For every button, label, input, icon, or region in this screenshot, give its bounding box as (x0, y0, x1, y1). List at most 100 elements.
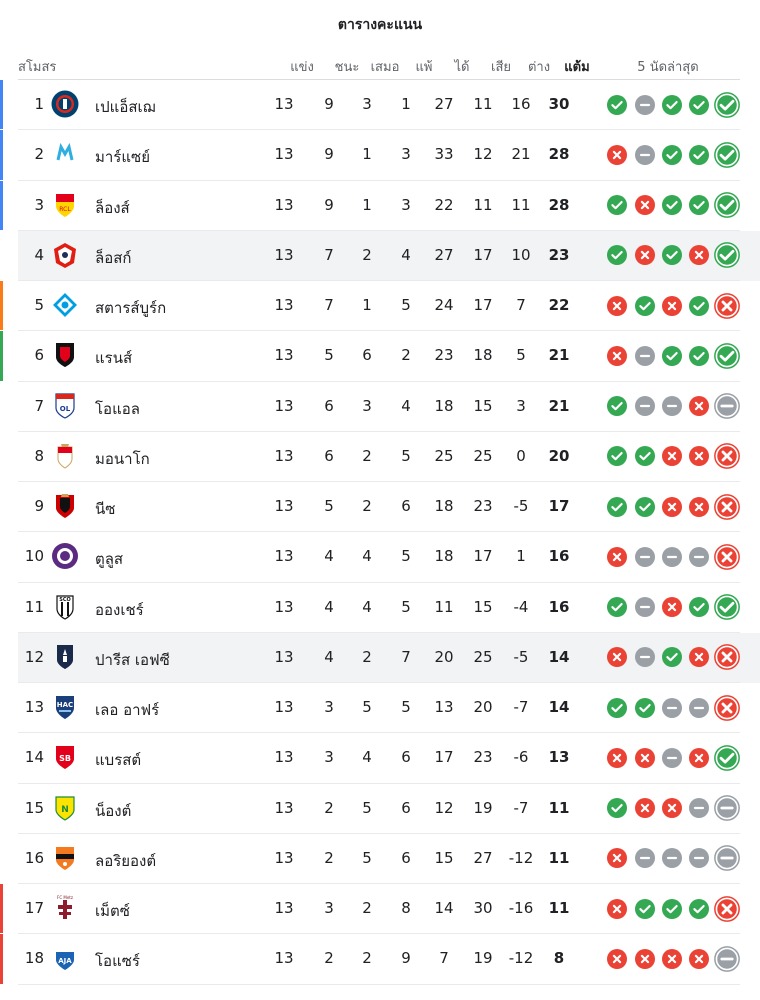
draw-dash-icon[interactable] (635, 597, 655, 618)
win-check-icon[interactable] (607, 396, 627, 417)
team-name[interactable]: ลอริยองต์ (95, 851, 157, 870)
team-name[interactable]: ล็อสก์ (95, 248, 132, 267)
draw-dash-icon[interactable] (714, 845, 740, 872)
win-check-icon[interactable] (662, 345, 682, 366)
loss-x-icon[interactable] (714, 292, 740, 319)
loss-x-icon[interactable] (607, 546, 627, 567)
win-check-icon[interactable] (662, 245, 682, 266)
loss-x-icon[interactable] (714, 543, 740, 570)
draw-dash-icon[interactable] (662, 396, 682, 417)
table-row[interactable]: 4 ล็อสก์ 13 7 2 4 27 17 10 23 (0, 230, 760, 281)
team-name[interactable]: มาร์แซย์ (95, 148, 151, 167)
loss-x-icon[interactable] (689, 396, 709, 417)
loss-x-icon[interactable] (635, 798, 655, 819)
loss-x-icon[interactable] (607, 948, 627, 969)
win-check-icon[interactable] (662, 195, 682, 216)
loss-x-icon[interactable] (635, 195, 655, 216)
win-check-icon[interactable] (714, 594, 740, 621)
win-check-icon[interactable] (714, 91, 740, 118)
team-name[interactable]: น็องต์ (95, 801, 132, 820)
win-check-icon[interactable] (714, 192, 740, 219)
draw-dash-icon[interactable] (714, 945, 740, 972)
loss-x-icon[interactable] (607, 898, 627, 919)
draw-dash-icon[interactable] (635, 848, 655, 869)
loss-x-icon[interactable] (714, 443, 740, 470)
win-check-icon[interactable] (607, 94, 627, 115)
table-row[interactable]: 6 แรนส์ 13 5 6 2 23 18 5 21 (0, 331, 760, 382)
table-row[interactable]: 14 SB แบรสต์ 13 3 4 6 17 23 -6 13 (0, 733, 760, 784)
table-row[interactable]: 16 ลอริยองต์ 13 2 5 6 15 27 -12 11 (0, 834, 760, 884)
win-check-icon[interactable] (662, 898, 682, 919)
team-name[interactable]: แรนส์ (95, 349, 133, 368)
loss-x-icon[interactable] (662, 496, 682, 517)
loss-x-icon[interactable] (714, 694, 740, 721)
draw-dash-icon[interactable] (714, 393, 740, 420)
win-check-icon[interactable] (607, 245, 627, 266)
win-check-icon[interactable] (635, 496, 655, 517)
draw-dash-icon[interactable] (662, 546, 682, 567)
win-check-icon[interactable] (662, 647, 682, 668)
team-name[interactable]: เลอ อาฟร์ (95, 701, 160, 719)
loss-x-icon[interactable] (714, 895, 740, 922)
win-check-icon[interactable] (714, 342, 740, 369)
loss-x-icon[interactable] (607, 747, 627, 768)
team-name[interactable]: ล็องส์ (95, 198, 130, 217)
loss-x-icon[interactable] (662, 597, 682, 618)
loss-x-icon[interactable] (662, 798, 682, 819)
win-check-icon[interactable] (662, 94, 682, 115)
loss-x-icon[interactable] (635, 948, 655, 969)
table-row[interactable]: 7 OL โอแอล 13 6 3 4 18 15 3 21 (0, 382, 760, 432)
team-name[interactable]: นีซ (95, 500, 116, 518)
win-check-icon[interactable] (635, 898, 655, 919)
draw-dash-icon[interactable] (662, 747, 682, 768)
table-row[interactable]: 2 มาร์แซย์ 13 9 1 3 33 12 21 28 (0, 130, 760, 181)
loss-x-icon[interactable] (689, 245, 709, 266)
table-row[interactable]: 8 มอนาโก 13 6 2 5 25 25 0 20 (0, 432, 760, 482)
table-row[interactable]: 17 FC Metz เม็ตซ์ 13 3 2 8 14 30 -16 11 (0, 884, 760, 935)
team-name[interactable]: โอแซร์ (95, 952, 140, 971)
loss-x-icon[interactable] (607, 295, 627, 316)
table-row[interactable]: 10 ตูลูส 13 4 4 5 18 17 1 16 (0, 532, 760, 583)
win-check-icon[interactable] (714, 744, 740, 771)
win-check-icon[interactable] (635, 295, 655, 316)
win-check-icon[interactable] (607, 446, 627, 467)
loss-x-icon[interactable] (607, 848, 627, 869)
win-check-icon[interactable] (689, 345, 709, 366)
loss-x-icon[interactable] (689, 496, 709, 517)
table-row[interactable]: 9 นีซ 13 5 2 6 18 23 -5 17 (0, 482, 760, 533)
team-name[interactable]: แบรสต์ (95, 751, 142, 770)
loss-x-icon[interactable] (714, 493, 740, 520)
draw-dash-icon[interactable] (689, 697, 709, 718)
win-check-icon[interactable] (689, 144, 709, 165)
win-check-icon[interactable] (635, 446, 655, 467)
draw-dash-icon[interactable] (635, 396, 655, 417)
table-row[interactable]: 3 RCL ล็องส์ 13 9 1 3 22 11 11 28 (0, 180, 760, 231)
draw-dash-icon[interactable] (635, 144, 655, 165)
loss-x-icon[interactable] (662, 295, 682, 316)
draw-dash-icon[interactable] (662, 848, 682, 869)
win-check-icon[interactable] (607, 597, 627, 618)
team-name[interactable]: เปแอ็สเฌ (95, 98, 156, 116)
win-check-icon[interactable] (607, 798, 627, 819)
team-name[interactable]: สตารส์บูร์ก (95, 299, 167, 317)
draw-dash-icon[interactable] (662, 697, 682, 718)
table-row[interactable]: 15 N น็องต์ 13 2 5 6 12 19 -7 11 (0, 784, 760, 834)
win-check-icon[interactable] (607, 195, 627, 216)
win-check-icon[interactable] (689, 195, 709, 216)
loss-x-icon[interactable] (607, 144, 627, 165)
win-check-icon[interactable] (689, 898, 709, 919)
win-check-icon[interactable] (607, 496, 627, 517)
draw-dash-icon[interactable] (635, 546, 655, 567)
loss-x-icon[interactable] (635, 245, 655, 266)
table-row[interactable]: 1 เปแอ็สเฌ 13 9 3 1 27 11 16 30 (0, 80, 760, 131)
draw-dash-icon[interactable] (689, 546, 709, 567)
loss-x-icon[interactable] (635, 747, 655, 768)
table-row[interactable]: 11 SCO อองเชร์ 13 4 4 5 11 15 -4 16 (0, 583, 760, 633)
loss-x-icon[interactable] (689, 446, 709, 467)
loss-x-icon[interactable] (689, 747, 709, 768)
win-check-icon[interactable] (689, 295, 709, 316)
table-row[interactable]: 12 ปารีส เอฟซี 13 4 2 7 20 25 -5 14 (0, 632, 760, 683)
table-row[interactable]: 13 HAC เลอ อาฟร์ 13 3 5 5 13 20 -7 14 (0, 683, 760, 734)
team-name[interactable]: ปารีส เอฟซี (95, 650, 170, 669)
draw-dash-icon[interactable] (689, 848, 709, 869)
